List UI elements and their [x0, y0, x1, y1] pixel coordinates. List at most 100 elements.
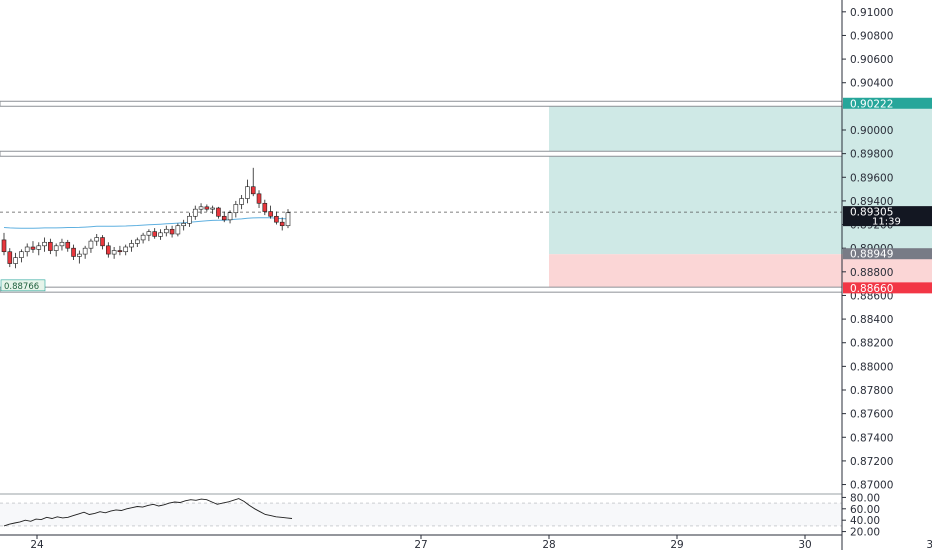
candle-body-down — [216, 207, 221, 217]
current-price-badge — [843, 206, 932, 227]
candle-body-down — [71, 247, 76, 257]
oscillator-pane — [0, 493, 842, 527]
candle-body-up — [88, 240, 94, 249]
horizontal-level-line — [0, 150, 843, 157]
time-tick-label: 24 — [30, 539, 44, 550]
price-tick-label: 0.89400 — [850, 196, 893, 208]
candle-body-down — [262, 202, 268, 212]
target-price-badge-label: 0.90222 — [850, 98, 893, 110]
candle-body-down — [48, 241, 53, 251]
long-position-tool[interactable] — [549, 103, 932, 289]
candle-body-up — [245, 186, 250, 199]
price-tick-label: 0.87600 — [850, 409, 893, 421]
time-tick-label: 31 — [926, 539, 932, 550]
countdown-label: 11:39 — [872, 217, 901, 228]
moving-average-polyline — [3, 217, 289, 229]
candle-body-up — [129, 243, 134, 248]
stop-price-badge — [843, 282, 932, 294]
moving-average-line — [3, 217, 289, 229]
price-tick-label: 0.87400 — [850, 432, 893, 444]
candle-body-up — [53, 245, 59, 251]
candle-body-down — [221, 215, 227, 221]
candle-body-down — [1, 239, 7, 253]
price-tick-label: 0.89600 — [850, 172, 893, 184]
oscillator-tick-label: 60.00 — [850, 504, 880, 516]
price-tick-label: 0.91000 — [850, 7, 893, 19]
low-marker-box — [0, 279, 46, 292]
candle-body-down — [279, 221, 285, 227]
candle-body-up — [19, 251, 24, 258]
candle-body-up — [227, 212, 233, 221]
candle-body-down — [7, 251, 13, 264]
price-tick-label: 0.87000 — [850, 480, 893, 492]
candle-body-down — [152, 231, 157, 237]
candle-body-up — [210, 207, 215, 210]
candle-body-up — [123, 246, 129, 253]
entry-price-badge-label: 0.88949 — [850, 249, 893, 261]
candle-body-down — [274, 215, 279, 223]
candle-body-up — [59, 241, 65, 247]
candle-body-up — [111, 250, 117, 255]
candle-body-up — [233, 204, 239, 214]
candle-body-up — [82, 247, 88, 255]
candle-body-up — [77, 253, 82, 257]
current-price-badge-label: 0.89305 — [850, 207, 893, 219]
candle-body-down — [30, 246, 36, 250]
time-tick-label: 29 — [670, 539, 683, 550]
candle-body-up — [94, 237, 100, 242]
oscillator-tick-label: 80.00 — [850, 492, 880, 504]
price-tick-label: 0.88000 — [850, 361, 893, 373]
candle-body-up — [42, 241, 47, 247]
oscillator-band — [0, 503, 842, 526]
low-price-marker: 0.88766 — [0, 279, 46, 292]
candle-body-down — [169, 228, 175, 235]
candle-body-up — [24, 246, 30, 253]
price-tick-label: 0.88600 — [850, 290, 893, 302]
candle-body-down — [250, 186, 256, 195]
profit-zone — [549, 103, 932, 255]
candle-body-up — [175, 225, 181, 235]
oscillator-line — [3, 498, 293, 527]
candle-body-down — [106, 245, 111, 255]
candle-body-up — [158, 232, 163, 237]
candle-body-up — [135, 239, 140, 244]
candle-body-up — [192, 208, 198, 217]
candle-body-up — [36, 245, 42, 250]
price-tick-label: 0.88200 — [850, 338, 893, 350]
price-tick-label: 0.89800 — [850, 149, 893, 161]
price-tick-label: 0.88800 — [850, 267, 893, 279]
candle-body-up — [239, 198, 244, 205]
price-tick-label: 0.88400 — [850, 314, 893, 326]
candle-body-up — [13, 257, 18, 264]
time-tick-label: 27 — [414, 539, 427, 550]
target-price-badge — [843, 97, 932, 109]
price-tick-label: 0.90400 — [850, 78, 893, 90]
price-tick-label: 0.87800 — [850, 385, 893, 397]
price-tick-label: 0.90600 — [850, 54, 893, 66]
oscillator-tick-label: 20.00 — [850, 527, 880, 539]
candle-body-down — [204, 206, 210, 210]
price-tick-label: 0.90000 — [850, 125, 893, 137]
candle-body-up — [187, 215, 192, 224]
stop-price-badge-label: 0.88660 — [850, 283, 893, 295]
time-tick-label: 30 — [798, 539, 811, 550]
price-tick-label: 0.87200 — [850, 456, 893, 468]
candle-body-down — [256, 193, 262, 204]
candle-body-down — [100, 237, 105, 247]
horizontal-level-line — [0, 286, 843, 293]
candle-body-down — [117, 250, 123, 253]
time-tick-label: 28 — [542, 539, 555, 550]
candle-body-up — [163, 228, 169, 234]
low-marker-label: 0.88766 — [4, 282, 39, 292]
horizontal-level-line — [0, 100, 843, 107]
candle-body-up — [198, 206, 204, 210]
oscillator-tick-label: 40.00 — [850, 515, 880, 527]
candlestick-series — [1, 167, 291, 269]
candle-body-down — [268, 211, 273, 217]
candle-body-up — [146, 231, 152, 236]
candle-body-up — [285, 212, 291, 227]
price-tick-label: 0.90800 — [850, 30, 893, 42]
